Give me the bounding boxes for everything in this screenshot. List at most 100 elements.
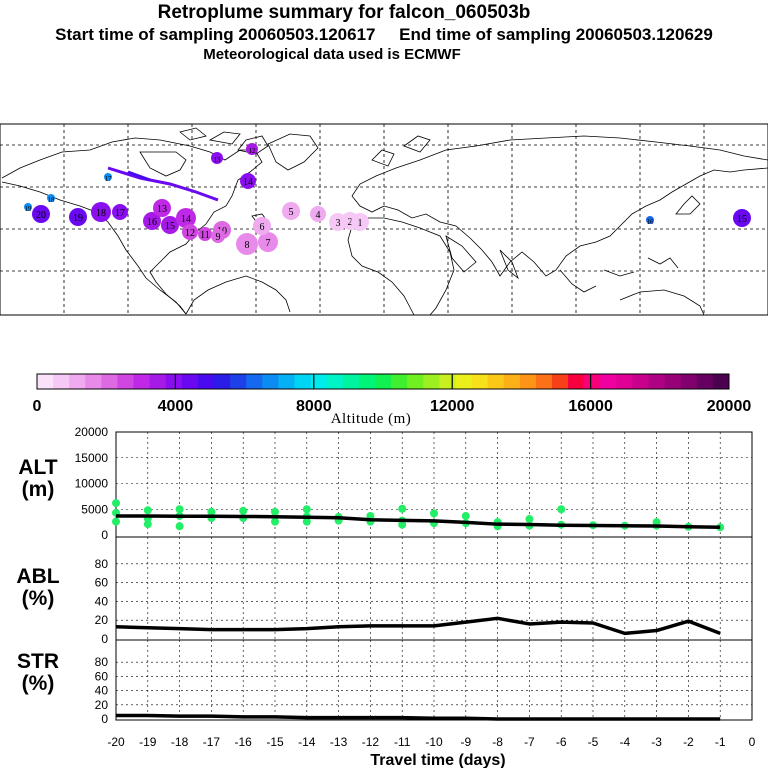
colorbar-swatch-3 (85, 374, 102, 389)
map-marker-4 (143, 212, 161, 230)
colorbar-swatch-30 (519, 374, 537, 389)
map-marker-label-27: 12 (249, 147, 257, 155)
colorbar-swatch-0 (37, 374, 54, 389)
ytick-alt-3: 15000 (75, 451, 109, 465)
map-marker-label-21: 18 (48, 196, 56, 204)
colorbar-swatch-22 (391, 374, 408, 389)
map-marker-1 (69, 208, 87, 226)
colorbar-tick-3: 12000 (430, 398, 475, 415)
xtick-12: -8 (492, 735, 503, 749)
colorbar-swatch-25 (439, 374, 456, 389)
alt-cluster-point-33 (557, 505, 566, 514)
map-marker-label-5: 15 (165, 221, 175, 232)
colorbar-swatch-32 (551, 374, 569, 389)
map-graticule (0, 124, 768, 315)
map-marker-24 (733, 209, 751, 227)
map-marker-label-3: 17 (115, 208, 125, 219)
xtick-3: -17 (203, 735, 221, 749)
colorbar-swatch-40 (680, 374, 698, 389)
colorbar-swatch-4 (101, 374, 118, 389)
map-marker-6 (176, 208, 196, 228)
map-marker-label-18: 2 (348, 217, 353, 228)
alt-cluster-point-27 (461, 511, 470, 520)
map-marker-label-2: 18 (96, 208, 106, 219)
map-marker-15 (282, 202, 300, 220)
alt-cluster-point-25 (430, 509, 438, 518)
map-marker-label-26: 13 (214, 156, 222, 164)
abl-panel-label: ABL (%) (8, 566, 68, 610)
series-line-abl (115, 616, 721, 636)
ytick-abl-0: 0 (101, 632, 108, 646)
xtick-9: -11 (394, 735, 411, 749)
colorbar-swatch-36 (616, 374, 633, 389)
colorbar-tick-2: 8000 (296, 398, 332, 415)
alt-cluster-point-14 (271, 517, 279, 526)
ytick-str-3: 60 (95, 669, 109, 683)
xtick-14: -6 (556, 735, 567, 749)
colorbar-swatch-12 (230, 374, 247, 389)
alt-cluster-point-13 (271, 507, 279, 516)
map-marker-label-13: 7 (266, 238, 271, 249)
xtick-5: -15 (266, 735, 284, 749)
trajectory-paths (107, 166, 219, 202)
map-marker-16 (310, 206, 326, 222)
map-marker-7 (153, 199, 171, 217)
alt-panel-label: ALT (m) (8, 457, 68, 501)
colorbar-tick-4: 16000 (568, 398, 613, 415)
map-marker-label-1: 19 (73, 213, 83, 224)
ytick-str-1: 20 (95, 698, 109, 712)
xtick-11: -9 (460, 735, 471, 749)
map-marker-label-23: 16 (647, 218, 655, 226)
colorbar-label: Altitude (m) (331, 411, 412, 427)
series-line-str (116, 713, 721, 721)
alt-cluster-point-15 (302, 505, 311, 514)
map-marker-13 (258, 232, 278, 252)
xtick-13: -7 (524, 735, 535, 749)
map-marker-14 (253, 217, 271, 235)
plot-title: Retroplume summary for falcon_060503b (157, 2, 531, 23)
str-label-line2: (%) (21, 672, 55, 695)
xtick-17: -3 (651, 735, 662, 749)
map-marker-9 (198, 227, 212, 241)
xtick-8: -12 (362, 735, 380, 749)
abl-label-line2: (%) (21, 587, 55, 610)
colorbar-tick-1: 4000 (158, 398, 194, 415)
colorbar-swatch-21 (374, 374, 392, 389)
str-label-line1: STR (17, 650, 59, 673)
alt-cluster-point-9 (207, 507, 216, 516)
map-marker-8 (182, 224, 198, 240)
xtick-7: -13 (330, 735, 348, 749)
colorbar-tick-5: 20000 (707, 398, 752, 415)
xtick-10: -10 (425, 735, 443, 749)
colorbar-swatch-28 (487, 374, 505, 389)
colorbar-swatch-8 (165, 374, 183, 389)
time-series-panels: 05000100001500020000020406080020406080-2… (75, 425, 756, 768)
colorbar-frame (36, 373, 730, 390)
map-marker-20 (24, 203, 32, 211)
ytick-alt-2: 10000 (75, 477, 109, 491)
ytick-alt-0: 0 (101, 528, 108, 542)
alt-cluster-point-0 (112, 499, 120, 508)
map-marker-label-0: 20 (36, 210, 46, 221)
map-marker-3 (112, 204, 128, 220)
colorbar-swatch-7 (149, 374, 167, 389)
xtick-1: -19 (139, 735, 157, 749)
xtick-19: -1 (715, 735, 726, 749)
colorbar-swatch-27 (471, 374, 489, 389)
map-marker-12 (236, 233, 258, 255)
alt-cluster-point-3 (143, 506, 152, 515)
map-marker-21 (47, 194, 55, 202)
abl-label-line1: ABL (16, 565, 60, 588)
map-marker-label-4: 16 (147, 217, 157, 228)
alt-cluster-point-17 (302, 517, 311, 526)
colorbar-tick-0: 0 (33, 398, 42, 415)
map-marker-label-19: 1 (358, 218, 363, 229)
map-marker-0 (32, 205, 50, 223)
alt-cluster-point-5 (143, 520, 152, 529)
colorbar-swatch-26 (455, 374, 473, 389)
alt-cluster-point-11 (239, 506, 248, 515)
ytick-str-2: 40 (95, 684, 109, 698)
x-axis-label: Travel time (days) (370, 752, 505, 768)
alt-label-line2: (m) (21, 478, 55, 501)
colorbar-swatch-16 (294, 374, 312, 389)
